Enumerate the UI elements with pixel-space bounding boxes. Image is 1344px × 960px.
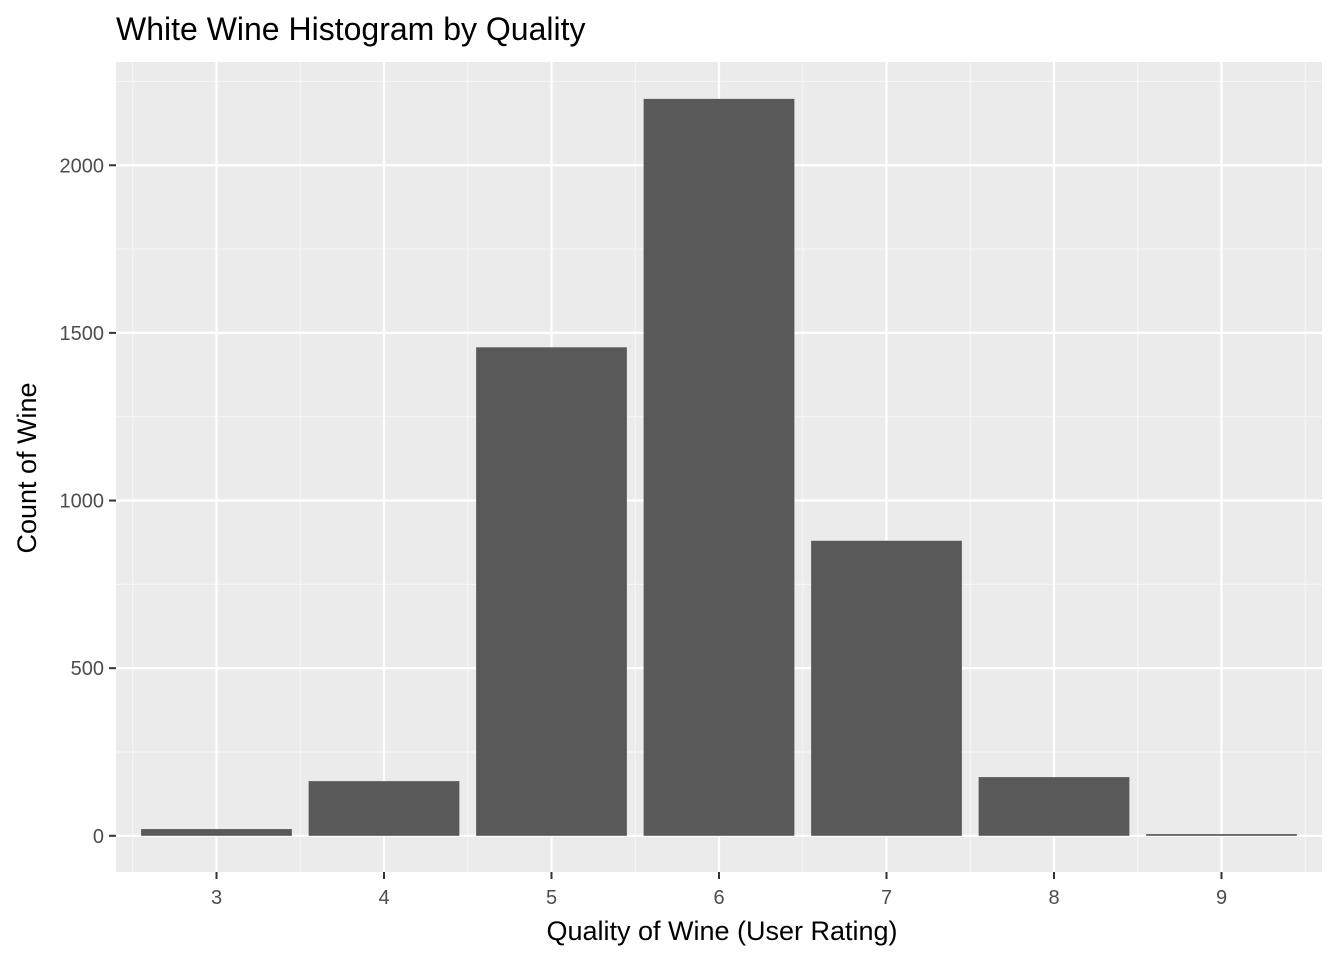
y-axis-title: Count of Wine	[12, 382, 42, 553]
y-tick-label: 0	[93, 826, 104, 848]
x-tick-label: 4	[378, 887, 389, 909]
x-tick-label: 5	[546, 887, 557, 909]
x-axis: 3 4 5 6 7 8 9	[211, 872, 1227, 909]
chart-title: White Wine Histogram by Quality	[116, 11, 585, 47]
bar-4	[309, 781, 460, 836]
x-tick-label: 9	[1216, 887, 1227, 909]
x-tick-label: 7	[881, 887, 892, 909]
x-tick-label: 6	[713, 887, 724, 909]
x-tick-label: 8	[1048, 887, 1059, 909]
bar-8	[979, 777, 1130, 836]
y-tick-label: 1000	[60, 491, 105, 513]
y-tick-label: 2000	[60, 155, 105, 177]
y-tick-label: 500	[71, 658, 104, 680]
x-tick-label: 3	[211, 887, 222, 909]
bar-3	[141, 829, 292, 836]
y-tick-label: 1500	[60, 323, 105, 345]
bar-7	[811, 541, 962, 836]
bar-6	[644, 99, 795, 836]
y-axis: 0 500 1000 1500 2000	[60, 155, 117, 848]
bar-5	[476, 347, 627, 835]
x-axis-title: Quality of Wine (User Rating)	[546, 916, 897, 946]
bar-9	[1146, 834, 1297, 836]
